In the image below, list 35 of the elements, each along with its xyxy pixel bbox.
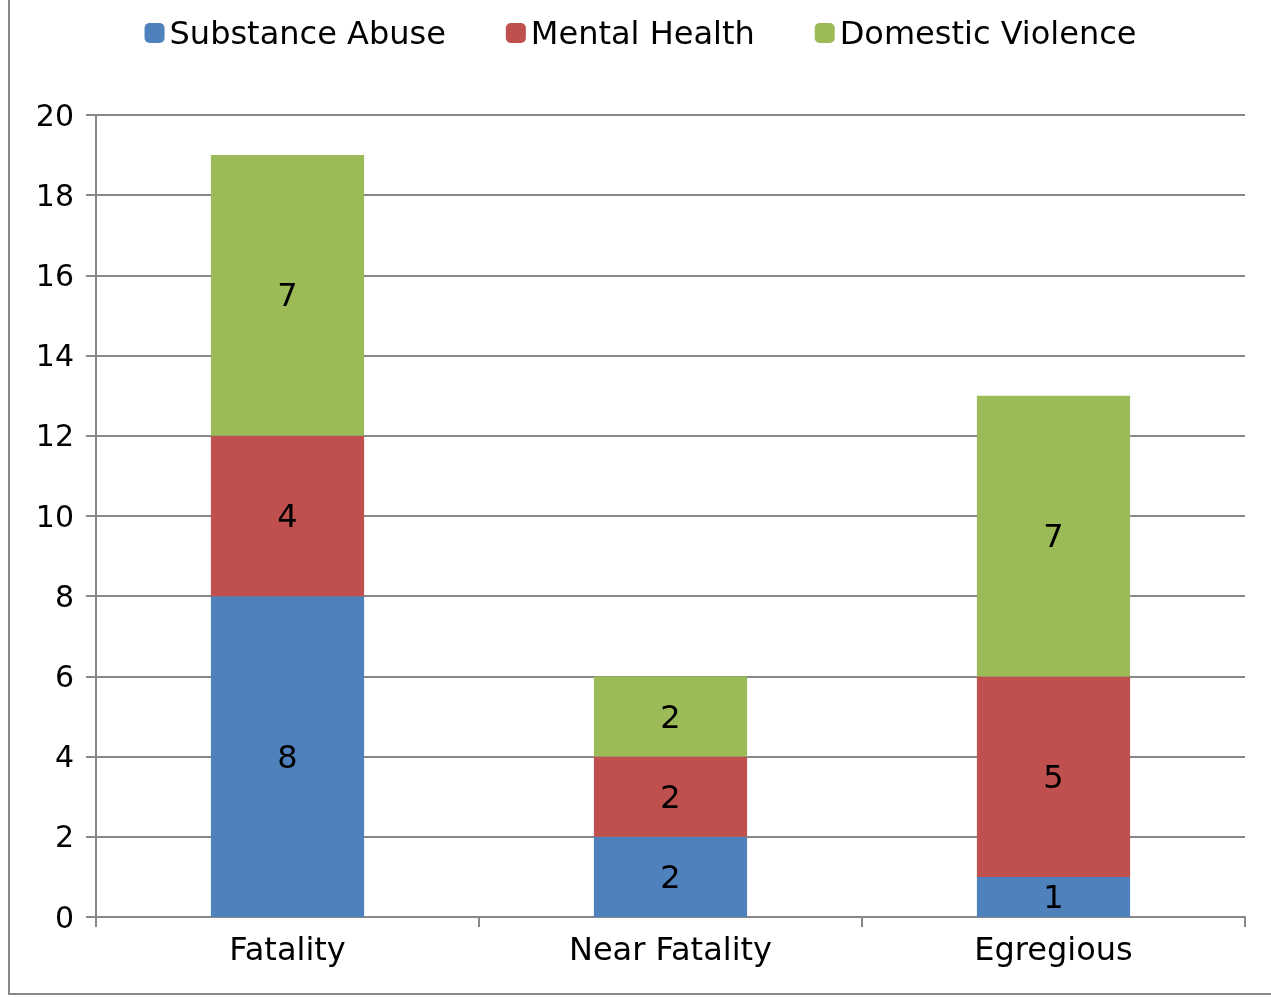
bar — [210, 596, 365, 917]
legend-label: Substance Abuse — [169, 14, 446, 52]
legend-label: Mental Health — [530, 14, 755, 52]
data-label: 2 — [660, 777, 681, 816]
y-tick-label: 12 — [35, 418, 74, 454]
x-tick-label: Fatality — [229, 930, 346, 968]
bar — [593, 756, 748, 837]
y-tick-label: 8 — [54, 578, 74, 614]
bar — [210, 155, 365, 436]
data-label: 2 — [660, 857, 681, 896]
bar — [976, 876, 1131, 917]
bar — [593, 676, 748, 757]
bar — [976, 676, 1131, 877]
y-tick-label: 2 — [54, 819, 74, 855]
y-tick-label: 0 — [54, 899, 74, 935]
y-tick-label: 4 — [54, 739, 74, 775]
y-tick-label: 6 — [54, 658, 74, 694]
data-label: 4 — [277, 497, 298, 535]
data-label: 7 — [1043, 517, 1064, 556]
y-tick-label: 10 — [35, 498, 74, 534]
bar — [976, 395, 1131, 677]
x-tick-label: Egregious — [974, 930, 1133, 968]
data-label: 7 — [277, 276, 298, 315]
data-label: 8 — [277, 737, 298, 776]
data-label: 1 — [1043, 877, 1064, 916]
bar — [593, 836, 748, 917]
y-tick-label: 16 — [35, 257, 74, 293]
x-tick-label: Near Fatality — [568, 930, 773, 968]
data-label: 5 — [1043, 757, 1064, 796]
data-label: 2 — [660, 697, 681, 736]
y-tick-label: 20 — [35, 97, 74, 133]
legend-label: Domestic Violence — [839, 14, 1137, 52]
y-tick-label: 14 — [35, 338, 74, 374]
bar — [210, 435, 365, 597]
y-tick-label: 18 — [35, 177, 74, 213]
